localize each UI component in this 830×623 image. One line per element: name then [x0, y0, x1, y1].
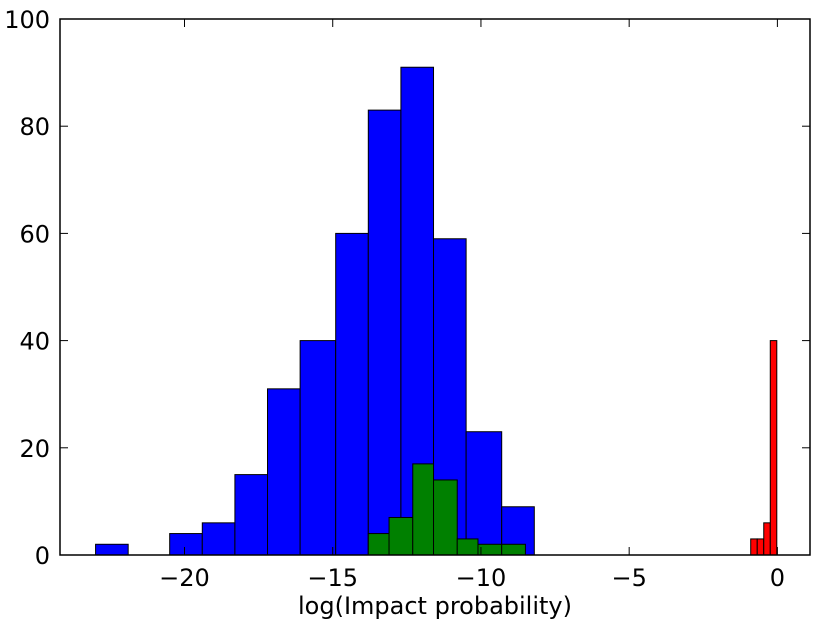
histogram-bar-s1-b1 — [388, 516, 414, 556]
histogram-bar-s2-b1 — [756, 538, 765, 556]
histogram-bar-s0-b6 — [335, 232, 369, 556]
histogram-bar-s1-b5 — [477, 543, 503, 556]
y-tick-label: 0 — [35, 542, 50, 570]
histogram-bar-s1-b2 — [412, 463, 435, 556]
histogram-bar-s0-b4 — [267, 388, 301, 556]
histogram-bar-s0-b3 — [234, 474, 269, 556]
x-tick-label: −10 — [456, 564, 507, 592]
y-tick-label: 20 — [19, 435, 50, 463]
x-tick-label: 0 — [770, 564, 785, 592]
x-tick-label: −20 — [159, 564, 210, 592]
histogram-bar-s0-b1 — [169, 533, 203, 556]
plot-frame — [59, 18, 811, 556]
histogram-bar-s2-b3 — [769, 340, 778, 556]
x-tick-label: −15 — [307, 564, 358, 592]
histogram-bar-s2-b0 — [750, 538, 758, 556]
histogram-bar-s0-b2 — [201, 522, 236, 556]
histogram-bar-s0-b5 — [299, 340, 337, 556]
histogram-bar-s1-b3 — [433, 479, 458, 556]
histogram-bar-s1-b6 — [501, 543, 526, 556]
histogram-bar-s2-b2 — [763, 522, 771, 556]
axis-ticks: −20 −15 −10 −5 0 0 20 40 60 80 100 — [4, 6, 810, 592]
histogram-bar-s0-b7 — [367, 109, 402, 556]
histogram-bar-s1-b4 — [456, 538, 479, 556]
histogram-bar-s1-b0 — [367, 533, 390, 556]
y-tick-label: 60 — [19, 220, 50, 248]
y-tick-label: 100 — [4, 6, 50, 34]
histogram-bars — [95, 66, 778, 556]
histogram-bar-s0-b10 — [465, 431, 503, 556]
y-tick-label: 80 — [19, 113, 50, 141]
x-tick-label: −5 — [611, 564, 646, 592]
y-tick-label: 40 — [19, 328, 50, 356]
x-axis-title: log(Impact probability) — [298, 592, 572, 620]
histogram-bar-s0-b0 — [95, 543, 129, 556]
